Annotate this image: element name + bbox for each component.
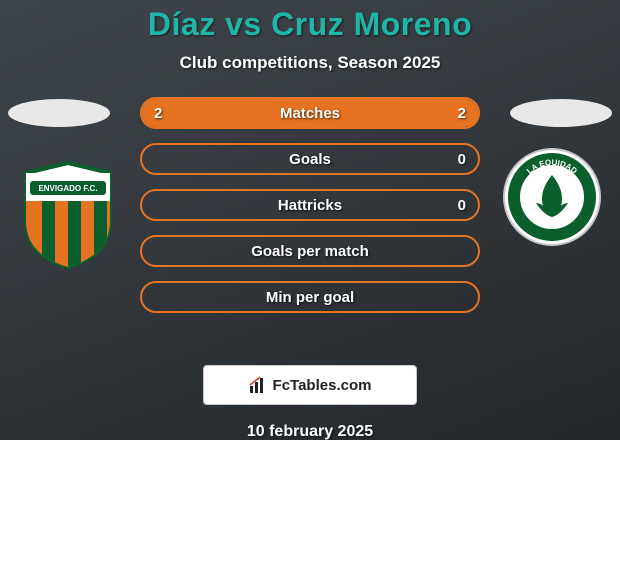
brand-text: FcTables.com <box>273 377 372 394</box>
stat-value-right: 2 <box>458 99 466 127</box>
stat-bar: Matches2 2 <box>140 97 480 129</box>
stat-bars: Matches22Goals0Hattricks0Goals per match… <box>140 97 480 327</box>
stat-label: Hattricks <box>142 191 478 219</box>
left-club-badge: ENVIGADO F.C. <box>18 159 118 269</box>
stat-label: Goals per match <box>142 237 478 265</box>
left-club-label: ENVIGADO F.C. <box>38 184 97 193</box>
stat-bar: Goals0 <box>140 143 480 175</box>
comparison-card: Díaz vs Cruz Moreno Club competitions, S… <box>0 0 620 440</box>
stat-label: Min per goal <box>142 283 478 311</box>
stat-value-right: 0 <box>458 191 466 219</box>
stat-label: Goals <box>142 145 478 173</box>
left-player-marker <box>8 99 110 127</box>
bars-icon <box>249 376 267 394</box>
stat-value-left: 2 <box>154 99 162 127</box>
fctables-watermark: FcTables.com <box>203 365 417 405</box>
stat-value-right: 0 <box>458 145 466 173</box>
stat-label: Matches <box>142 99 478 127</box>
subtitle: Club competitions, Season 2025 <box>0 53 620 73</box>
stat-bar: Min per goal <box>140 281 480 313</box>
page-title: Díaz vs Cruz Moreno <box>0 0 620 43</box>
right-player-marker <box>510 99 612 127</box>
stats-arena: Matches22Goals0Hattricks0Goals per match… <box>0 97 620 357</box>
stat-bar: Goals per match <box>140 235 480 267</box>
right-club-badge: LA EQUIDAD CLUB DEPORTIVO <box>502 147 602 257</box>
date-text: 10 february 2025 <box>0 423 620 440</box>
stat-bar: Hattricks0 <box>140 189 480 221</box>
